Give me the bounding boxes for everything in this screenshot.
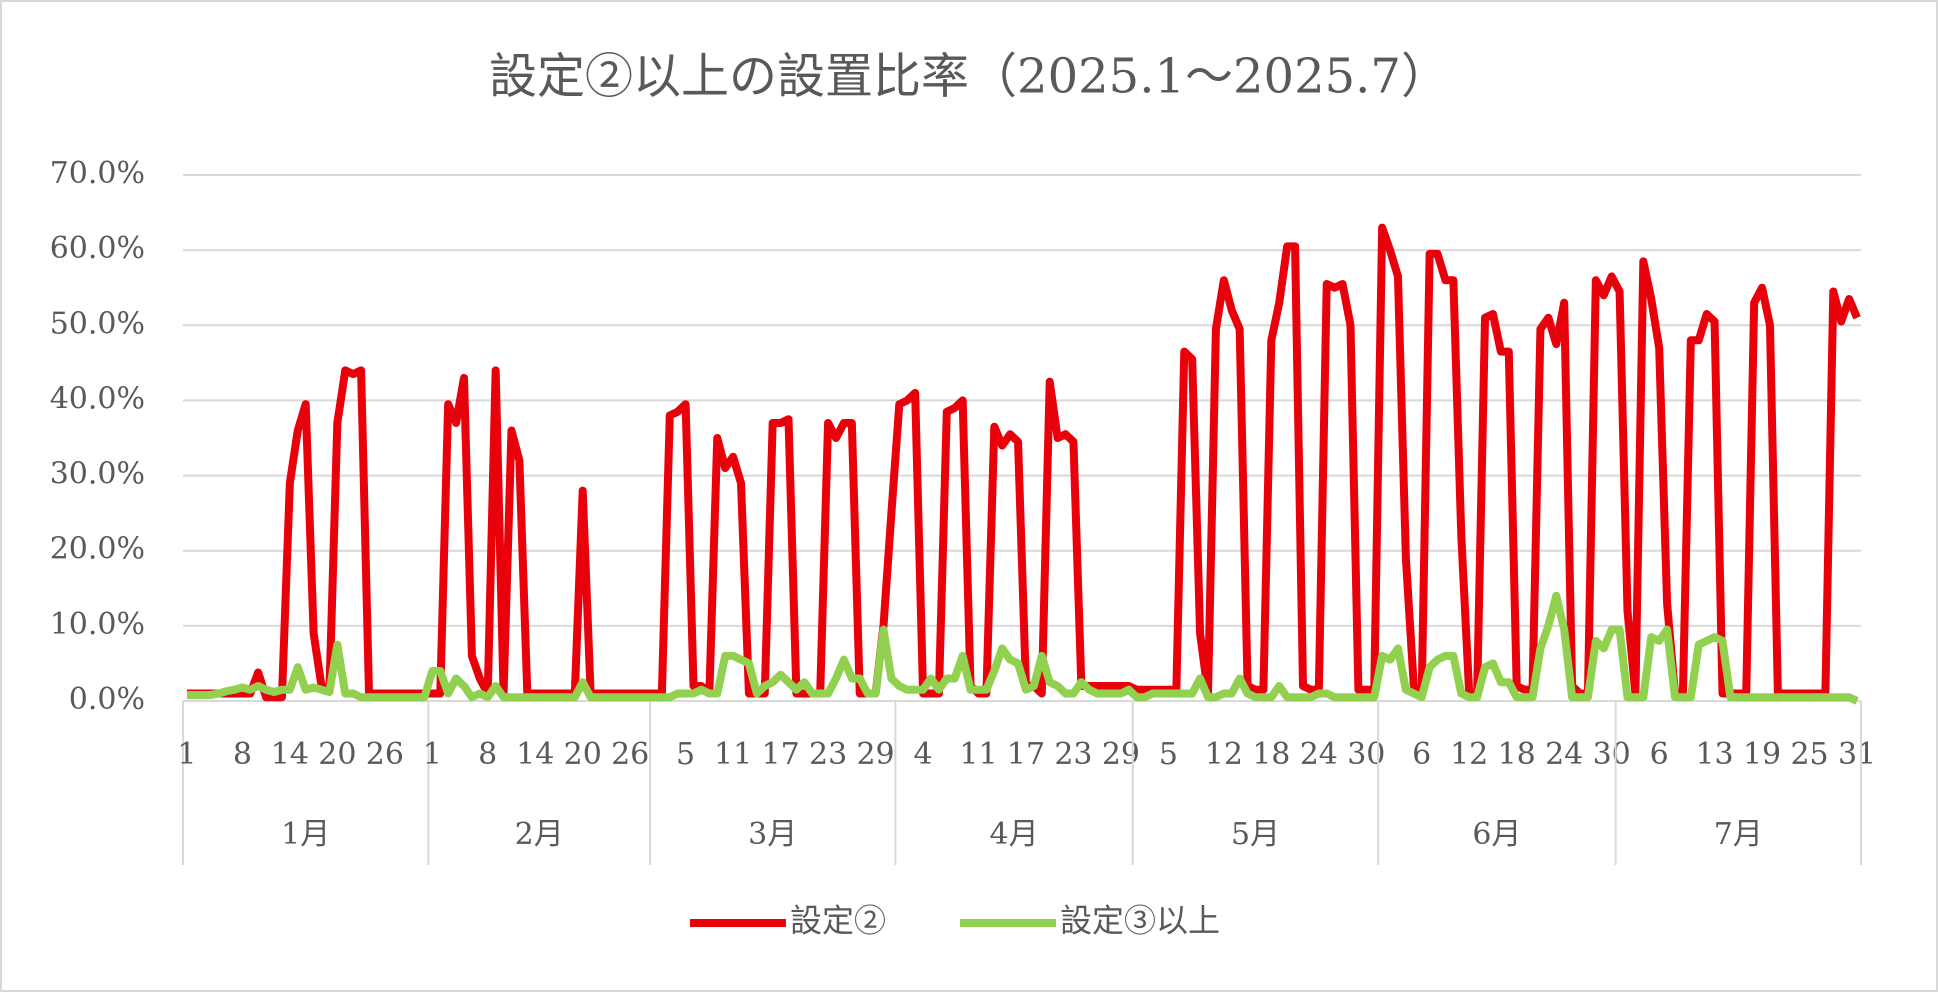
x-tick-label: 29 <box>1102 737 1140 772</box>
legend-label: 設定③以上 <box>1060 902 1220 940</box>
x-group-label: 1月 <box>281 817 330 852</box>
x-tick-label: 18 <box>1498 737 1536 772</box>
x-tick-label: 1 <box>177 737 196 772</box>
x-tick-label: 29 <box>856 737 894 772</box>
x-tick-label: 24 <box>1545 737 1583 772</box>
x-tick-label: 17 <box>1007 737 1045 772</box>
x-tick-label: 18 <box>1252 737 1290 772</box>
y-tick-label: 60.0% <box>50 231 145 266</box>
x-group-label: 4月 <box>990 817 1039 852</box>
x-tick-label: 8 <box>478 737 497 772</box>
x-tick-label: 14 <box>271 737 309 772</box>
chart-title: 設定②以上の設置比率（2025.1～2025.7） <box>489 49 1449 105</box>
series-line <box>186 223 1861 702</box>
x-tick-label: 23 <box>809 737 847 772</box>
x-tick-label: 5 <box>676 737 695 772</box>
x-tick-label: 6 <box>1412 737 1431 772</box>
x-group-label: 3月 <box>748 817 797 852</box>
x-group-label: 6月 <box>1472 817 1521 852</box>
y-tick-label: 40.0% <box>50 381 145 416</box>
x-group-label: 7月 <box>1714 817 1763 852</box>
x-tick-label: 30 <box>1347 737 1385 772</box>
x-tick-label: 1 <box>423 737 442 772</box>
x-tick-label: 6 <box>1650 737 1669 772</box>
x-group-label: 5月 <box>1231 817 1280 852</box>
x-tick-label: 14 <box>516 737 554 772</box>
x-tick-label: 30 <box>1593 737 1631 772</box>
x-tick-label: 13 <box>1695 737 1733 772</box>
x-tick-label: 17 <box>761 737 799 772</box>
x-tick-label: 26 <box>366 737 404 772</box>
y-tick-label: 0.0% <box>69 682 145 717</box>
x-tick-label: 25 <box>1790 737 1828 772</box>
x-tick-label: 5 <box>1159 737 1178 772</box>
x-group-label: 2月 <box>515 817 564 852</box>
x-tick-label: 12 <box>1205 737 1243 772</box>
x-tick-label: 11 <box>959 737 997 772</box>
y-tick-label: 10.0% <box>50 607 145 642</box>
x-tick-label: 20 <box>318 737 356 772</box>
y-tick-label: 30.0% <box>50 457 145 492</box>
x-tick-label: 12 <box>1450 737 1488 772</box>
x-tick-label: 4 <box>914 737 933 772</box>
x-tick-label: 31 <box>1838 737 1876 772</box>
y-tick-label: 50.0% <box>50 306 145 341</box>
x-tick-label: 20 <box>564 737 602 772</box>
series-line <box>186 591 1859 705</box>
x-tick-label: 23 <box>1054 737 1092 772</box>
y-tick-label: 20.0% <box>50 532 145 567</box>
x-tick-label: 24 <box>1300 737 1338 772</box>
legend-label: 設定② <box>790 902 886 940</box>
x-tick-label: 19 <box>1743 737 1781 772</box>
y-tick-label: 70.0% <box>50 156 145 191</box>
x-tick-label: 8 <box>233 737 252 772</box>
x-tick-label: 11 <box>714 737 752 772</box>
x-tick-label: 26 <box>611 737 649 772</box>
